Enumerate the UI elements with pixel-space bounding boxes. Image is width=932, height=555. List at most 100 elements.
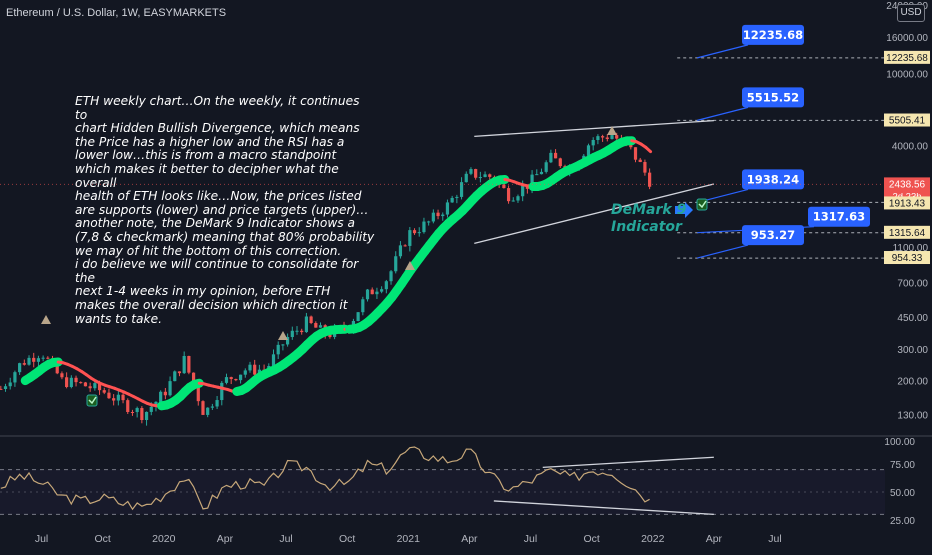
candle (70, 375, 73, 388)
candle-body (483, 174, 486, 177)
candle (220, 381, 223, 405)
candle-body (418, 232, 421, 233)
candle (9, 378, 12, 390)
candle (634, 147, 637, 162)
candle-body (385, 281, 388, 289)
warning-icon (41, 315, 51, 324)
candle (244, 368, 247, 377)
candle-body (220, 383, 223, 400)
price-tick-label: 300.00 (897, 345, 928, 356)
candle (380, 286, 383, 293)
price-tick-label: 10000.00 (886, 70, 928, 81)
candle-body (206, 408, 209, 415)
candle-body (272, 354, 275, 366)
candle-body (559, 158, 562, 166)
candle-body (253, 365, 256, 375)
candle-body (422, 222, 425, 233)
candle-body (70, 378, 73, 387)
candle-body (150, 407, 153, 412)
currency-badge[interactable]: USD (897, 4, 925, 22)
candle (136, 407, 139, 418)
candle (201, 400, 204, 415)
candle (4, 384, 7, 392)
price-tag-label: 5505.41 (889, 116, 926, 127)
candle-body (427, 221, 430, 222)
price-tag-label: 954.33 (892, 253, 923, 264)
chart-title: Ethereum / U.S. Dollar, 1W, EASYMARKETS (6, 7, 226, 19)
candle (291, 327, 294, 340)
candle-body (521, 186, 524, 197)
candle (592, 137, 595, 150)
candle (140, 406, 143, 423)
candle-body (592, 140, 595, 145)
price-tag-label: 12235.68 (886, 53, 928, 64)
candle-body (65, 377, 68, 387)
candle (230, 377, 233, 384)
candle (549, 150, 552, 163)
price-tick-label: 16000.00 (886, 33, 928, 44)
candle-body (27, 358, 30, 365)
candle-body (46, 358, 49, 359)
candle-body (89, 386, 92, 388)
time-tick-label: Jul (279, 533, 292, 545)
candle-body (413, 230, 416, 233)
upper-trendline (474, 121, 714, 137)
time-tick-label: Apr (461, 533, 478, 545)
candle (215, 396, 218, 409)
candle-body (451, 198, 454, 202)
candle-body (596, 136, 599, 140)
candle-body (18, 363, 21, 372)
candle (23, 360, 26, 366)
time-tick-label: Jul (35, 533, 48, 545)
candle-body (610, 135, 613, 139)
candle (13, 371, 16, 387)
candle (18, 363, 21, 375)
candle-body (107, 393, 110, 399)
rsi-tick-label: 75.00 (890, 460, 915, 471)
callout-pointer (697, 107, 748, 120)
callout-label: 953.27 (751, 228, 795, 242)
candle (441, 212, 444, 220)
candle (408, 227, 411, 251)
callout-label: 1317.63 (813, 210, 865, 224)
candle-body (507, 188, 510, 201)
candle-body (554, 153, 557, 158)
candle-body (606, 137, 609, 138)
candle (281, 344, 284, 350)
price-tick-label: 200.00 (897, 377, 928, 388)
candle-body (187, 356, 190, 373)
candle-body (291, 331, 294, 337)
candle-body (234, 379, 237, 380)
candle (178, 371, 181, 376)
candle (74, 376, 77, 387)
price-tick-label: 450.00 (897, 313, 928, 324)
candle (183, 351, 186, 373)
candle (512, 197, 515, 202)
candle (483, 171, 486, 177)
candle (375, 288, 378, 299)
candle-body (79, 382, 82, 383)
candle-body (516, 196, 519, 200)
candle-body (375, 292, 378, 295)
candle (432, 209, 435, 223)
candle-body (549, 153, 552, 162)
candle-body (281, 344, 284, 345)
candle (117, 390, 120, 406)
candle-body (37, 358, 40, 362)
candle (479, 172, 482, 182)
candle-body (211, 406, 214, 407)
candle-body (215, 400, 218, 406)
time-tick-label: Jul (524, 533, 537, 545)
candle (112, 394, 115, 405)
time-tick-label: Jul (768, 533, 781, 545)
candle-body (512, 201, 515, 202)
time-tick-label: 2021 (397, 533, 421, 545)
candle-body (446, 202, 449, 214)
candle (234, 379, 237, 382)
candle (455, 195, 458, 203)
candle-body (380, 289, 383, 291)
ma-segment-down (646, 147, 651, 151)
candle-body (159, 392, 162, 402)
